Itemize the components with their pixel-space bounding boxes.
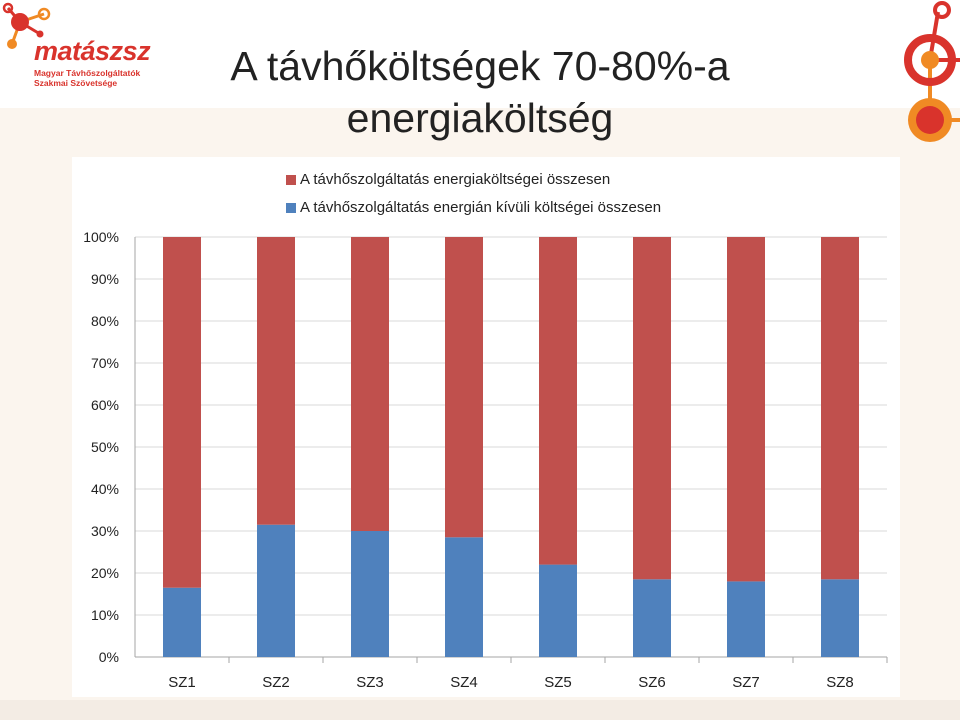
slide-footer-band	[0, 700, 960, 720]
bar-segment-energy	[821, 237, 859, 580]
x-tick-label: SZ1	[168, 674, 196, 691]
bar-segment-energy	[633, 237, 671, 580]
x-tick-label: SZ4	[450, 674, 478, 691]
y-tick-label: 100%	[83, 229, 119, 245]
logo-subtitle-line-1: Magyar Távhőszolgáltatók	[34, 68, 141, 78]
logo-subtitle-line-2: Szakmai Szövetsége	[34, 78, 118, 88]
legend-swatch-energy	[286, 175, 296, 185]
bar-segment-energy	[351, 237, 389, 531]
y-tick-label: 10%	[91, 607, 119, 623]
bar-segment-energy	[257, 237, 295, 525]
slide-title-line-1: A távhőköltségek 70-80%-a	[230, 43, 730, 89]
x-tick-label: SZ5	[544, 674, 572, 691]
x-tick-label: SZ3	[356, 674, 384, 691]
bar-segment-energy	[163, 237, 201, 588]
y-tick-label: 30%	[91, 523, 119, 539]
y-tick-label: 40%	[91, 481, 119, 497]
y-tick-label: 20%	[91, 565, 119, 581]
molecule-logo-icon	[2, 2, 51, 49]
x-tick-label: SZ7	[732, 674, 760, 691]
bar-segment-non-energy	[445, 537, 483, 657]
bar-segment-non-energy	[257, 524, 295, 657]
molecule-decoration-icon	[904, 1, 960, 142]
bar-segment-non-energy	[351, 531, 389, 657]
bar-segment-non-energy	[163, 587, 201, 657]
legend-label-non-energy: A távhőszolgáltatás energián kívüli költ…	[300, 199, 662, 216]
x-tick-label: SZ6	[638, 674, 666, 691]
matasz-logo: matászsz Magyar Távhőszolgáltatók Szakma…	[0, 0, 160, 100]
y-tick-label: 50%	[91, 439, 119, 455]
y-tick-label: 60%	[91, 397, 119, 413]
legend-swatch-non-energy	[286, 203, 296, 213]
bar-segment-energy	[727, 237, 765, 582]
decorative-molecule	[890, 0, 960, 170]
x-tick-label: SZ8	[826, 674, 854, 691]
slide-title: A távhőköltségek 70-80%-a energiaköltség	[160, 40, 800, 144]
y-tick-label: 90%	[91, 271, 119, 287]
bar-segment-energy	[539, 237, 577, 565]
logo-subtitle: Magyar Távhőszolgáltatók Szakmai Szövets…	[34, 68, 164, 88]
legend-label-energy: A távhőszolgáltatás energiaköltségei öss…	[300, 171, 611, 188]
bar-segment-energy	[445, 237, 483, 538]
x-tick-label: SZ2	[262, 674, 290, 691]
y-tick-label: 70%	[91, 355, 119, 371]
bar-segment-non-energy	[821, 579, 859, 657]
y-tick-label: 80%	[91, 313, 119, 329]
logo-wordmark: matászsz	[34, 36, 151, 66]
y-tick-label: 0%	[99, 649, 119, 665]
bar-segment-non-energy	[727, 581, 765, 657]
bar-segment-non-energy	[633, 579, 671, 657]
bar-segment-non-energy	[539, 564, 577, 657]
slide-title-line-2: energiaköltség	[346, 95, 614, 141]
